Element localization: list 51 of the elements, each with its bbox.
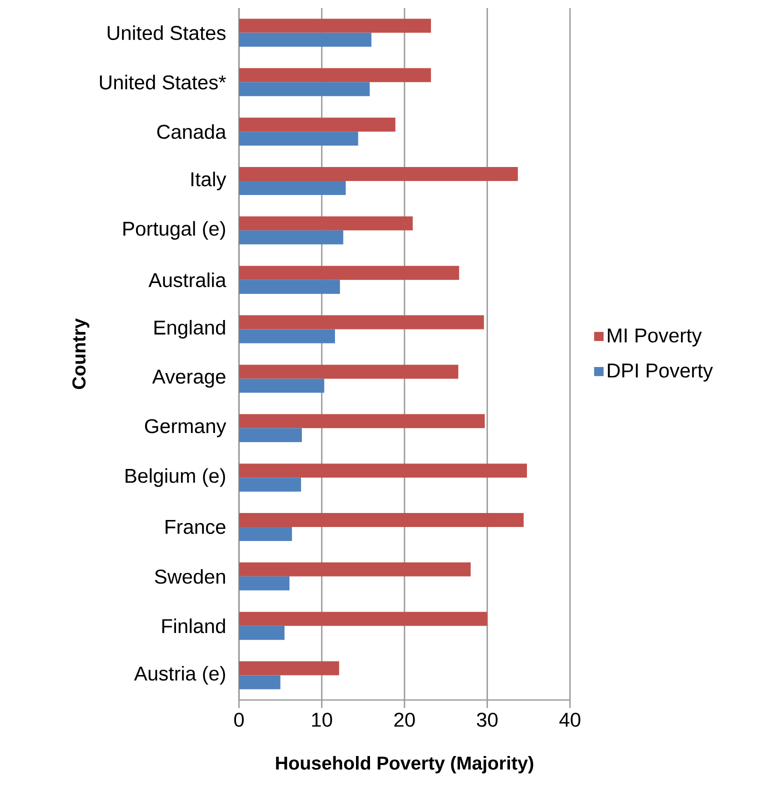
x-tick-label: 40 <box>559 712 580 727</box>
x-axis-title: Household Poverty (Majority) <box>276 756 534 774</box>
bar <box>239 280 340 294</box>
bar <box>239 526 292 541</box>
bar <box>239 661 340 676</box>
bar <box>239 132 358 146</box>
bar <box>239 576 290 590</box>
bar <box>239 512 524 527</box>
bar <box>239 315 484 330</box>
bar <box>239 478 302 492</box>
legend-label: MI Poverty <box>608 328 702 346</box>
bar <box>239 626 285 640</box>
bar <box>239 329 335 344</box>
bar <box>239 32 372 47</box>
y-tick-label: United States* <box>100 74 226 90</box>
x-tick-label: 30 <box>476 712 498 727</box>
bar <box>239 82 370 96</box>
y-tick-label: Germany <box>145 419 226 438</box>
y-tick-label: Australia <box>148 272 226 288</box>
y-tick-label: Portugal (e) <box>123 221 226 240</box>
y-tick-label: France <box>166 520 226 534</box>
y-tick-label: Austria (e) <box>134 666 226 685</box>
bar <box>239 216 413 230</box>
y-tick-label: Belgium (e) <box>126 468 226 487</box>
y-tick-label: Sweden <box>154 569 225 584</box>
bar <box>239 18 431 33</box>
bar <box>239 414 485 428</box>
y-axis-title: Country <box>72 318 90 389</box>
y-tick-label: Average <box>152 370 226 388</box>
bar <box>239 464 527 478</box>
y-tick-label: Italy <box>191 172 226 190</box>
bar <box>239 675 280 690</box>
x-tick-label: 10 <box>312 712 332 727</box>
bar <box>239 68 431 82</box>
legend-label: DPI Poverty <box>608 364 713 382</box>
y-tick-label: England <box>154 320 225 339</box>
x-tick-label: 20 <box>394 712 415 727</box>
bar <box>239 562 471 576</box>
bar <box>239 118 396 132</box>
bar <box>239 167 518 181</box>
bar <box>239 181 346 195</box>
bar <box>239 364 458 379</box>
bar <box>239 230 344 244</box>
x-tick-label: 0 <box>234 712 244 727</box>
y-tick-label: Canada <box>157 124 226 139</box>
y-tick-label: United States <box>108 25 226 40</box>
bar <box>239 378 324 393</box>
y-tick-label: Finland <box>162 618 225 634</box>
bar <box>239 428 302 442</box>
bar <box>239 612 488 626</box>
bar <box>239 266 460 280</box>
